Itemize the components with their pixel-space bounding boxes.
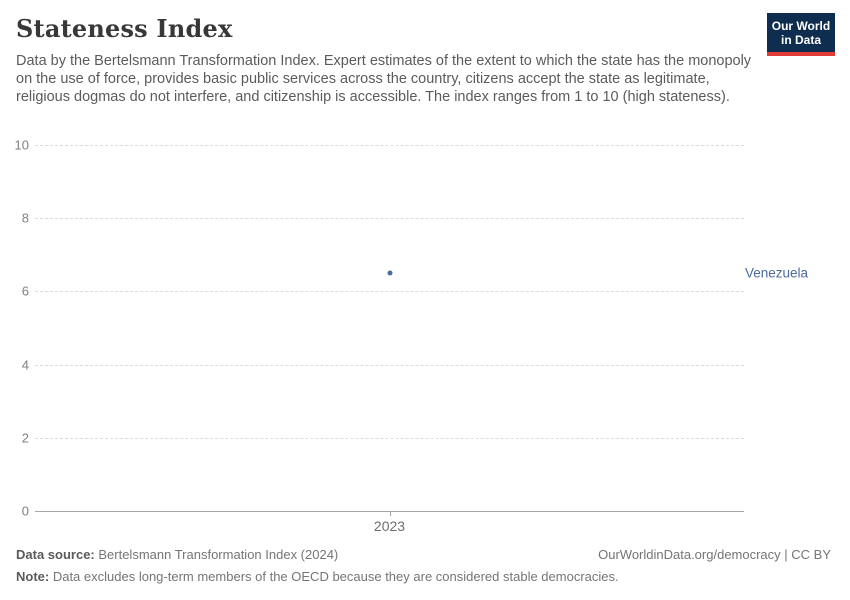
x-tick-label: 2023 — [373, 518, 406, 534]
gridline-y-0 — [35, 511, 744, 512]
gridline-y-4 — [35, 364, 744, 366]
data-source-line: Data source: Bertelsmann Transformation … — [16, 547, 338, 562]
owid-logo-line2: in Data — [780, 33, 821, 47]
y-tick-label-2: 2 — [21, 430, 29, 446]
data-point-venezuela[interactable] — [387, 270, 392, 276]
y-tick-label-4: 4 — [21, 357, 29, 373]
note-text: Data excludes long-term members of the O… — [49, 569, 619, 584]
owid-logo: Our World in Data — [767, 13, 835, 56]
y-tick-label-0: 0 — [21, 503, 29, 519]
gridline-y-10 — [35, 145, 744, 146]
y-tick-label-8: 8 — [21, 210, 29, 226]
note-line: Note: Data excludes long-term members of… — [16, 569, 831, 584]
footer: Data source: Bertelsmann Transformation … — [16, 547, 831, 584]
page-title: Stateness Index — [16, 14, 233, 43]
y-axis: 0 2 4 6 8 10 — [0, 138, 29, 519]
series-label-venezuela[interactable]: Venezuela — [745, 265, 809, 281]
y-tick-label-10: 10 — [14, 137, 29, 153]
gridline-y-8 — [35, 218, 744, 220]
data-source-label: Data source: — [16, 547, 95, 562]
x-tick-mark — [389, 511, 391, 516]
y-tick-label-6: 6 — [21, 283, 29, 299]
owid-logo-line1: Our World — [771, 19, 831, 33]
attribution-link[interactable]: OurWorldinData.org/democracy | CC BY — [598, 547, 831, 562]
data-source-text: Bertelsmann Transformation Index (2024) — [94, 547, 339, 562]
gridline-y-2 — [35, 437, 744, 439]
gridline-y-6 — [35, 291, 744, 293]
plot-area: 2023 — [35, 145, 744, 534]
note-label: Note: — [16, 569, 50, 584]
chart-subtitle: Data by the Bertelsmann Transformation I… — [16, 53, 752, 105]
